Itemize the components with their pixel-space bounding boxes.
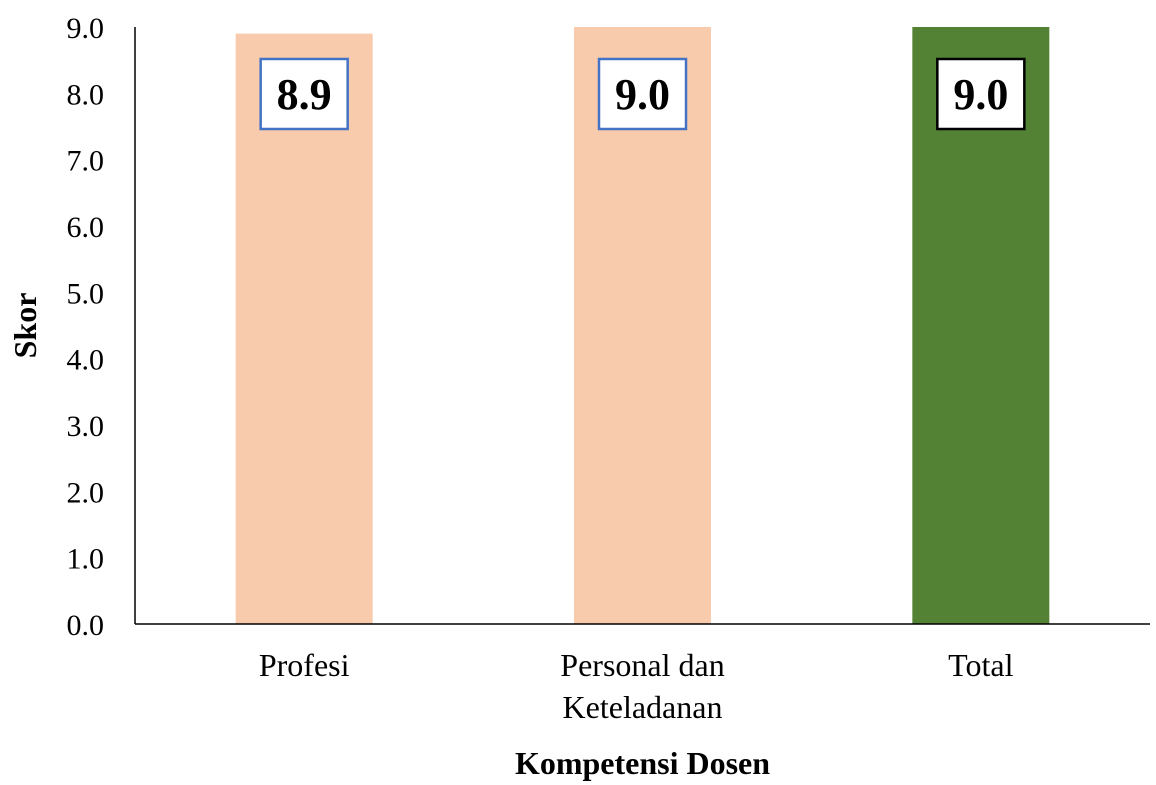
data-label-box-2 — [936, 57, 1026, 131]
y-tick-label-5: 5.0 — [67, 277, 105, 310]
category-label-2: Total — [948, 647, 1013, 683]
axes-group: Profesi Personal dan Keteladanan Total 0.0 1.… — [67, 12, 1150, 725]
y-tick-label-1: 1.0 — [67, 543, 105, 576]
data-label-0: 8.9 — [277, 70, 332, 119]
y-tick-label-0: 0.0 — [67, 609, 105, 642]
y-tick-label-4: 4.0 — [67, 344, 105, 377]
data-label-box-1 — [597, 57, 688, 131]
y-tick-label-2: 2.0 — [67, 476, 105, 509]
data-labels-group: 8.9 9.0 9.0 — [259, 57, 1026, 131]
y-axis-title: Skor — [7, 293, 43, 359]
category-label-0: Profesi — [259, 647, 350, 683]
data-label-2: 9.0 — [953, 70, 1008, 119]
y-tick-label-8: 8.0 — [67, 78, 105, 111]
y-tick-label-9: 9.0 — [67, 12, 105, 45]
category-label-1-line-1: Keteladanan — [563, 689, 723, 725]
y-tick-label-7: 7.0 — [67, 145, 105, 178]
y-tick-label-6: 6.0 — [67, 211, 105, 244]
data-label-box-0 — [259, 57, 349, 131]
category-label-1-line-0: Personal dan — [560, 647, 724, 683]
bar-0 — [235, 33, 373, 624]
y-tick-label-3: 3.0 — [67, 410, 105, 443]
data-label-1: 9.0 — [615, 70, 670, 119]
x-axis-title: Kompetensi Dosen — [515, 745, 770, 781]
